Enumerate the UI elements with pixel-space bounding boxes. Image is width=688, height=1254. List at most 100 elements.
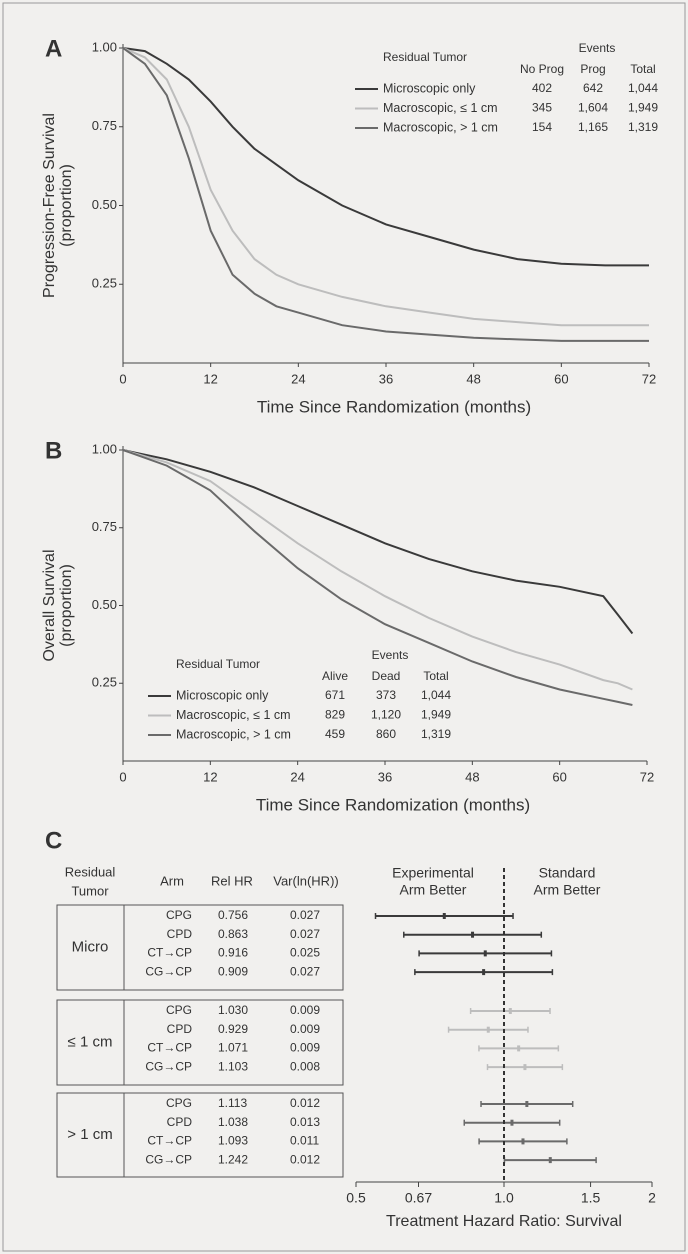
legend-cell: 1,604	[578, 101, 608, 115]
hr-cell: 0.909	[218, 964, 248, 978]
hazard-ratio-point	[508, 1008, 512, 1014]
x-tick-label: 0	[119, 371, 126, 386]
y-tick-label: 0.75	[92, 118, 117, 133]
legend-label: Macroscopic, > 1 cm	[176, 727, 291, 741]
var-cell: 0.011	[290, 1134, 319, 1148]
y-tick-label: 0.75	[92, 519, 117, 534]
x-tick-label: 0	[119, 769, 126, 784]
arm-label: CPG	[166, 908, 192, 922]
x-tick-label: 0.67	[405, 1190, 432, 1206]
hr-cell: 0.929	[218, 1022, 248, 1036]
legend-cell: 402	[532, 81, 552, 95]
x-tick-label: 36	[378, 769, 392, 784]
x-axis-title: Time Since Randomization (months)	[257, 397, 531, 416]
var-cell: 0.013	[290, 1115, 320, 1129]
legend-label: Macroscopic, > 1 cm	[383, 120, 498, 134]
hazard-ratio-point	[517, 1045, 521, 1052]
arm-label: CPD	[167, 927, 193, 941]
hazard-ratio-point	[486, 1026, 490, 1033]
x-tick-label: 1.5	[581, 1190, 601, 1206]
y-axis-title: Progression-Free Survival	[41, 113, 58, 298]
legend-cell: 1,044	[421, 688, 451, 702]
legend-cell: 860	[376, 727, 396, 741]
x-tick-label: 24	[290, 769, 304, 784]
table-header: Var(ln(HR))	[273, 873, 338, 888]
y-tick-label: 0.25	[92, 276, 117, 291]
legend-title: Residual Tumor	[383, 50, 467, 64]
y-tick-label: 0.25	[92, 675, 117, 690]
panel-label: C	[45, 827, 62, 854]
group-label: > 1 cm	[67, 1126, 112, 1143]
survival-curve	[122, 449, 633, 706]
legend-cell: 1,319	[628, 120, 658, 134]
legend-column-header: Total	[423, 669, 448, 683]
x-tick-label: 2	[648, 1190, 656, 1206]
hr-cell: 0.916	[218, 946, 248, 960]
var-cell: 0.009	[290, 1022, 320, 1036]
table-header: Arm	[160, 873, 184, 888]
legend-cell: 1,120	[371, 708, 401, 722]
y-axis-title: (proportion)	[58, 564, 75, 647]
arm-label: CG→CP	[145, 1152, 192, 1166]
y-tick-label: 0.50	[92, 597, 117, 612]
var-cell: 0.012	[290, 1152, 320, 1166]
hazard-ratio-point	[521, 1138, 525, 1145]
y-tick-label: 1.00	[92, 441, 117, 456]
legend-cell: 829	[325, 708, 345, 722]
x-tick-label: 60	[552, 769, 566, 784]
survival-curve	[122, 47, 649, 267]
x-tick-label: 48	[466, 371, 480, 386]
x-tick-label: 1.0	[494, 1190, 514, 1206]
x-tick-label: 0.5	[346, 1190, 366, 1206]
x-tick-label: 24	[291, 371, 305, 386]
group-box	[56, 999, 344, 1086]
direction-label: Experimental	[392, 865, 474, 881]
hr-cell: 1.103	[218, 1059, 248, 1073]
group-box	[56, 904, 344, 991]
legend-cell: 154	[532, 120, 552, 134]
legend-column-header: No Prog	[520, 62, 564, 76]
hr-cell: 1.030	[218, 1003, 248, 1017]
legend-cell: 1,044	[628, 81, 658, 95]
hr-cell: 1.113	[218, 1096, 247, 1110]
arm-label: CT→CP	[147, 946, 192, 960]
legend-group-header: Events	[579, 41, 616, 55]
legend-cell: 642	[583, 81, 603, 95]
legend-label: Macroscopic, ≤ 1 cm	[383, 101, 498, 115]
survival-curve	[122, 47, 649, 327]
panel-label: A	[45, 35, 62, 62]
arm-label: CPG	[166, 1096, 192, 1110]
y-axis-title: Overall Survival	[41, 549, 58, 661]
direction-label: Standard	[539, 865, 596, 881]
group-label: Micro	[72, 938, 109, 955]
hr-cell: 1.038	[218, 1115, 248, 1129]
group-label: ≤ 1 cm	[68, 1033, 113, 1050]
hazard-ratio-point	[483, 950, 487, 957]
hr-cell: 1.071	[218, 1041, 248, 1055]
legend-label: Microscopic only	[383, 81, 476, 95]
hazard-ratio-point	[442, 913, 446, 919]
var-cell: 0.025	[290, 946, 320, 960]
x-axis-title: Time Since Randomization (months)	[256, 795, 530, 814]
hazard-ratio-point	[510, 1119, 514, 1126]
table-header: Residual	[65, 864, 116, 879]
direction-label: Arm Better	[534, 882, 601, 898]
hazard-ratio-point	[525, 1101, 529, 1107]
arm-label: CG→CP	[145, 1059, 192, 1073]
x-tick-label: 48	[465, 769, 479, 784]
legend-cell: 1,319	[421, 727, 451, 741]
y-tick-label: 1.00	[92, 39, 117, 54]
group-box	[56, 1092, 344, 1178]
var-cell: 0.009	[290, 1003, 320, 1017]
hazard-ratio-point	[482, 969, 486, 976]
arm-label: CPG	[166, 1003, 192, 1017]
x-tick-label: 60	[554, 371, 568, 386]
legend-column-header: Dead	[372, 669, 401, 683]
arm-label: CPD	[167, 1115, 193, 1129]
x-tick-label: 36	[379, 371, 393, 386]
legend-cell: 1,165	[578, 120, 608, 134]
hazard-ratio-point	[523, 1064, 527, 1071]
